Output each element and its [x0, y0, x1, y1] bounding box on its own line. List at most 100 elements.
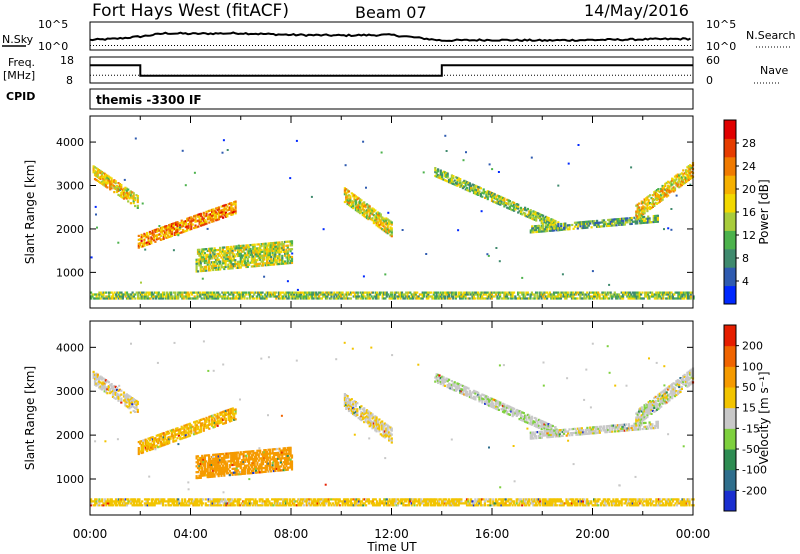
echo-cell	[221, 248, 224, 251]
echo-cell	[155, 438, 158, 441]
echo-cell	[230, 261, 233, 264]
echo-cell	[546, 229, 549, 233]
echo-cell	[361, 212, 364, 215]
echo-cell	[667, 194, 670, 197]
echo-cell	[209, 263, 212, 266]
echo-cell	[581, 297, 585, 300]
echo-cell	[106, 388, 109, 391]
echo-cell	[197, 431, 200, 434]
echo-cell	[136, 400, 139, 404]
echo-cell	[111, 387, 115, 391]
echo-cell	[350, 192, 353, 195]
echo-cell	[634, 297, 637, 300]
echo-cell	[383, 220, 386, 223]
echo-cell	[198, 457, 201, 460]
echo-cell	[650, 197, 653, 200]
echo-cell	[579, 297, 582, 300]
echo-cell	[542, 222, 545, 225]
echo-cell	[689, 183, 692, 186]
echo-cell	[290, 462, 294, 465]
echo-cell	[484, 402, 487, 405]
echo-cell	[216, 412, 219, 415]
echo-cell	[104, 183, 108, 186]
echo-cell	[234, 202, 237, 205]
echo-cell	[203, 468, 206, 471]
echo-cell	[186, 427, 189, 430]
echo-cell	[152, 239, 156, 242]
echo-cell	[221, 456, 224, 459]
echo-cell	[96, 170, 99, 173]
echo-cell	[216, 249, 219, 252]
echo-cell	[199, 291, 202, 294]
echo-cell	[293, 291, 296, 294]
echo-cell	[121, 295, 124, 298]
echo-cell	[201, 454, 204, 457]
echo-cell	[204, 423, 207, 426]
echo-cell	[164, 437, 167, 440]
echo-cell	[437, 168, 440, 171]
echo-cell	[689, 170, 692, 173]
echo-cell	[205, 212, 208, 215]
echo-cell	[490, 295, 493, 298]
echo-cell	[241, 262, 244, 265]
echo-cell	[570, 293, 574, 296]
echo-cell	[361, 214, 364, 217]
echo-cell	[485, 195, 488, 198]
echo-cell	[140, 448, 143, 451]
echo-cell	[107, 381, 110, 384]
echo-cell	[170, 234, 174, 237]
echo-cell	[585, 226, 588, 229]
echo-cell	[142, 297, 145, 300]
echo-cell	[313, 293, 317, 296]
echo-cell	[385, 293, 388, 296]
echo-cell	[565, 293, 568, 296]
echo-cell	[595, 293, 598, 296]
echo-cell	[205, 253, 208, 257]
echo-cell	[206, 476, 209, 479]
echo-cell	[482, 291, 485, 294]
echo-cell	[195, 424, 198, 427]
echo-cell	[110, 183, 113, 186]
echo-cell	[275, 247, 278, 250]
echo-cell	[611, 297, 614, 300]
echo-cell	[275, 459, 278, 462]
echo-cell	[243, 470, 247, 473]
echo-cell	[211, 422, 214, 425]
echo-cell	[212, 457, 215, 460]
echo-cell	[390, 221, 393, 224]
echo-cell	[297, 291, 300, 294]
echo-cell	[485, 191, 488, 194]
echo-cell	[682, 297, 685, 300]
echo-cell	[210, 463, 213, 466]
echo-cell	[257, 455, 260, 458]
echo-cell	[319, 291, 322, 294]
sky-left-label: N.Sky	[2, 33, 34, 46]
echo-cell	[500, 291, 503, 294]
echo-cell	[225, 257, 229, 261]
echo-cell	[211, 293, 214, 296]
echo-cell	[615, 220, 618, 223]
echo-cell	[581, 293, 585, 296]
echo-cell	[202, 464, 205, 467]
echo-cell	[252, 249, 255, 252]
echo-cell	[211, 414, 214, 417]
echo-cell	[129, 396, 132, 399]
echo-cell	[285, 453, 288, 456]
echo-cell	[388, 231, 391, 234]
echo-cell	[110, 297, 113, 300]
echo-cell	[102, 381, 105, 384]
echo-cell	[454, 389, 458, 392]
echo-cell	[300, 293, 303, 296]
echo-cell	[656, 291, 659, 294]
echo-cell	[608, 291, 611, 294]
echo-cell	[233, 201, 236, 204]
echo-cell	[562, 222, 566, 225]
echo-cell	[202, 213, 205, 216]
echo-cell	[347, 400, 351, 403]
echo-cell	[643, 221, 646, 224]
echo-cell	[242, 454, 245, 458]
echo-cell	[228, 249, 231, 252]
echo-cell	[197, 421, 200, 424]
echo-cell	[361, 412, 364, 415]
